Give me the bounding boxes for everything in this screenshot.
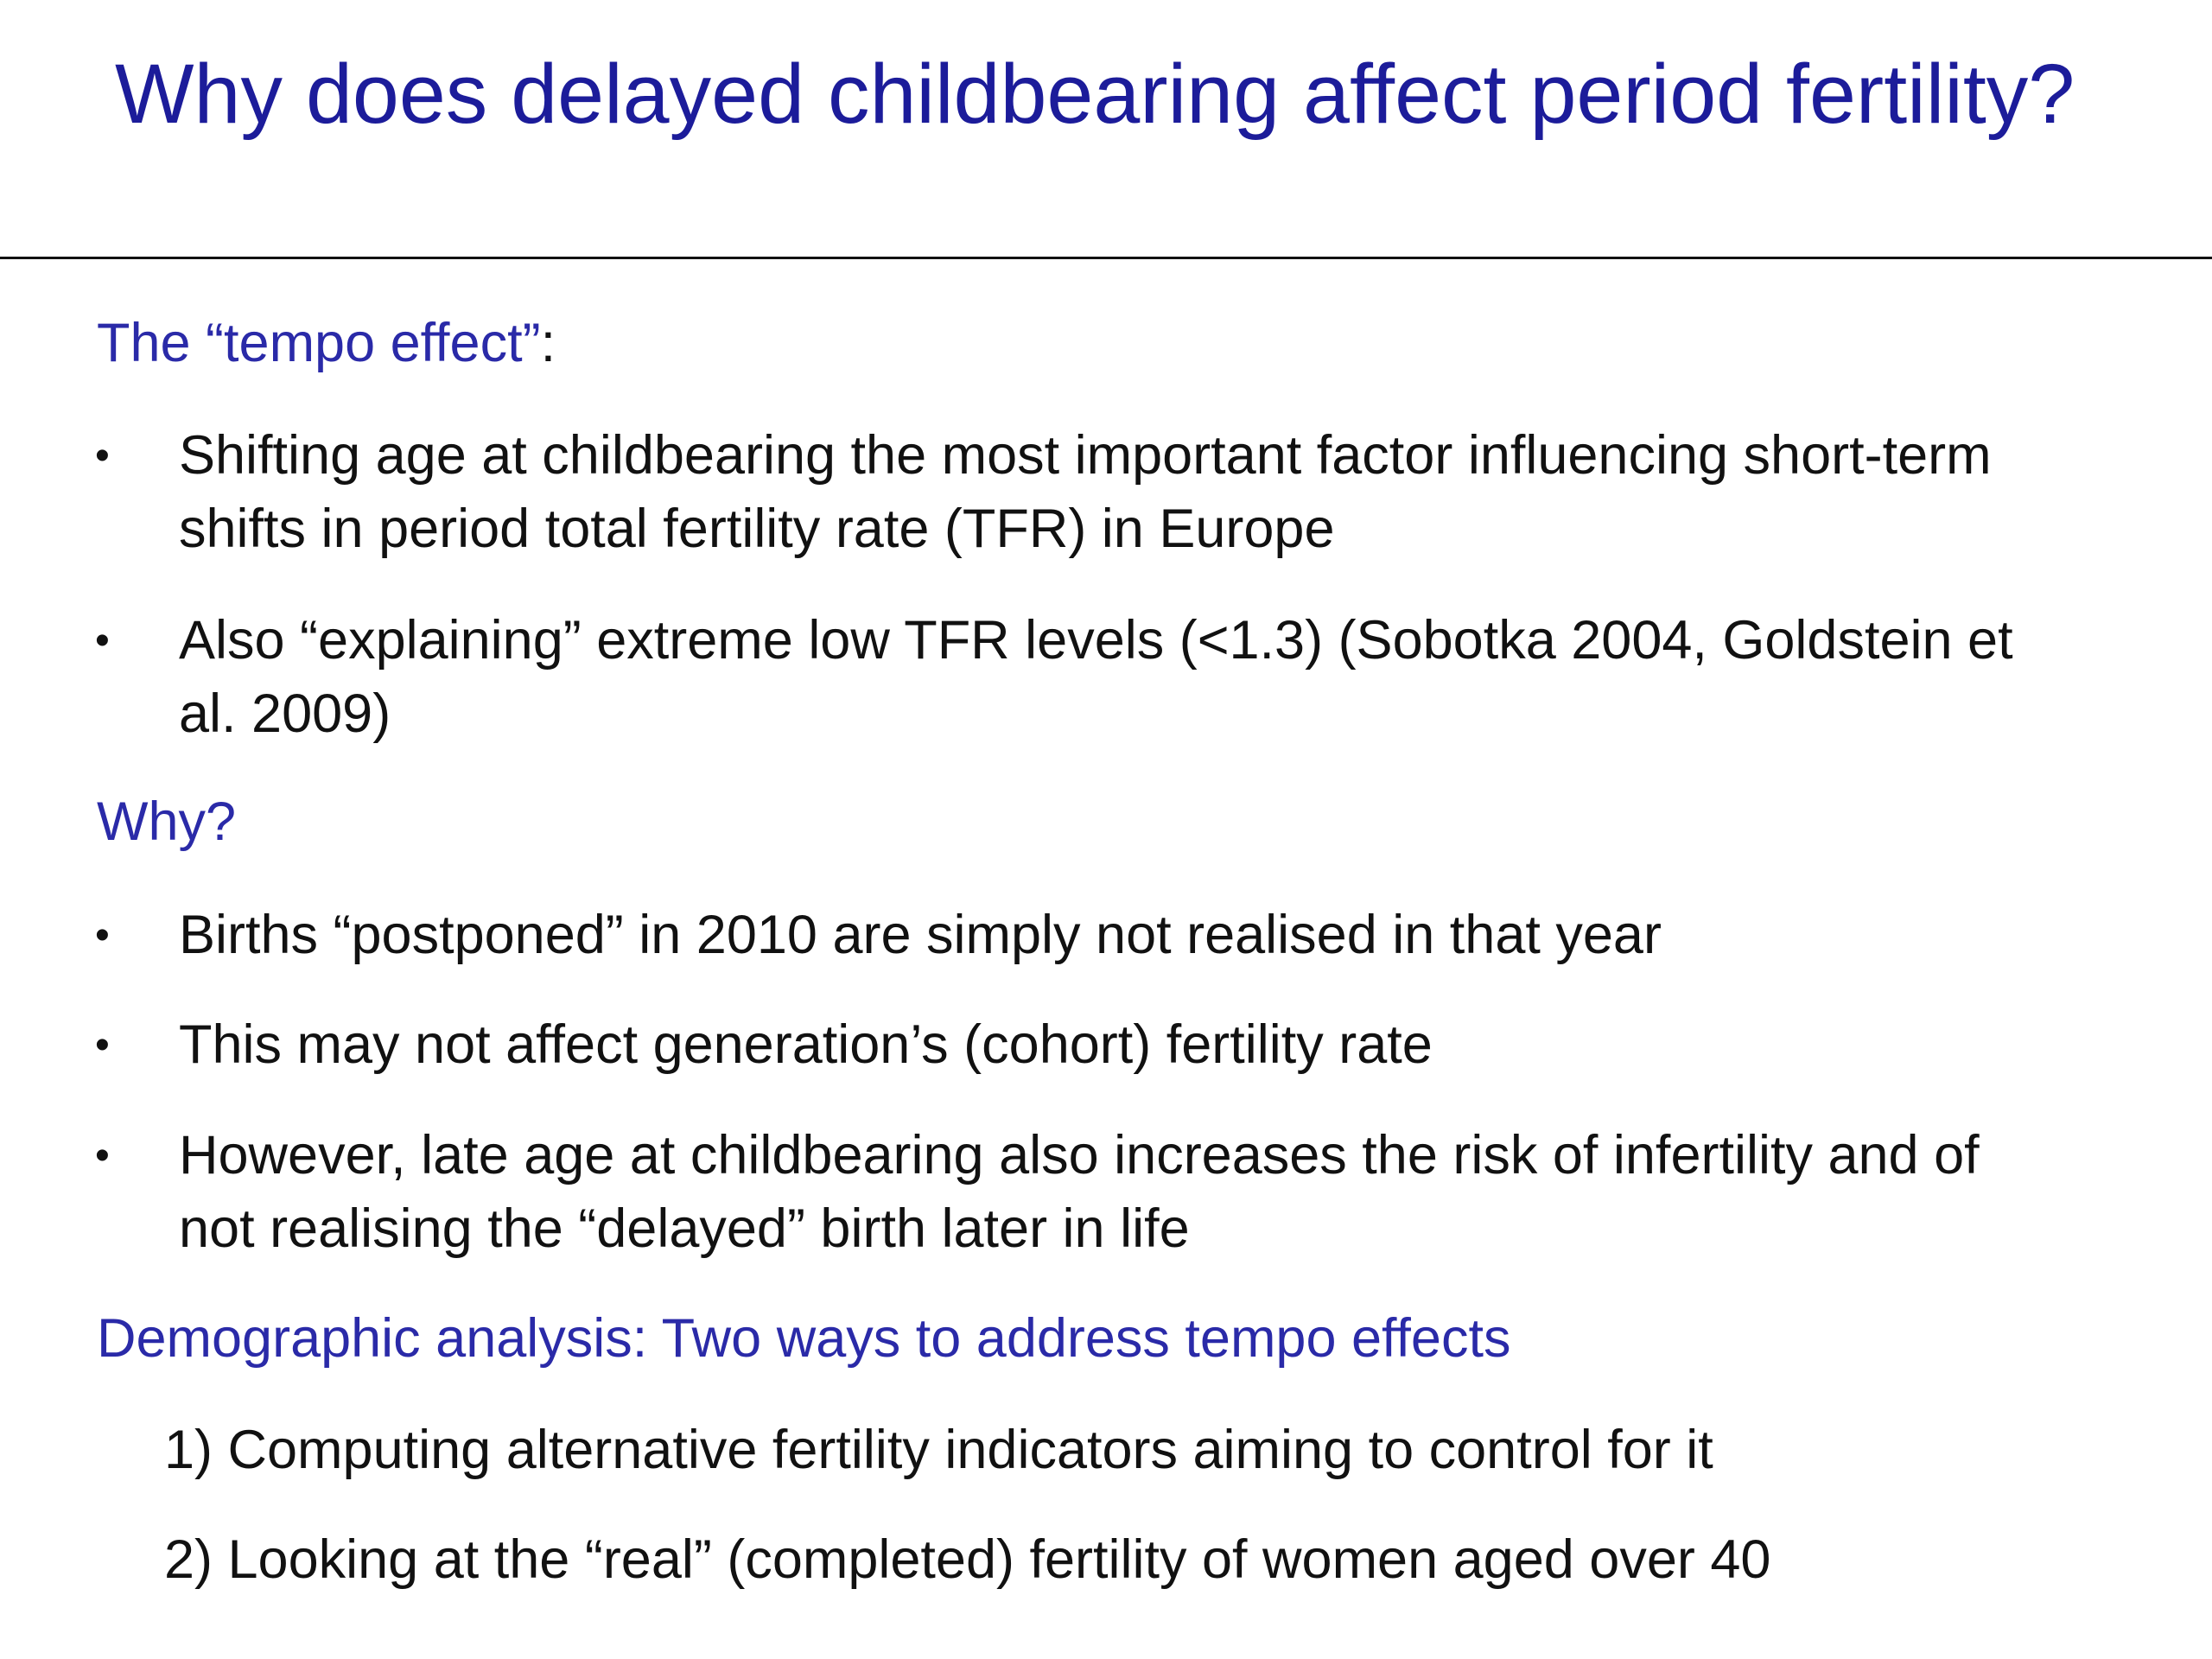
bullet-symbol: •: [95, 618, 110, 664]
bullet-item: • Also “explaining” extreme low TFR leve…: [95, 604, 2039, 751]
bullet-item: • Births “postponed” in 2010 are simply …: [95, 899, 2039, 972]
bullet-item: • Shifting age at childbearing the most …: [95, 419, 2039, 566]
slide-title: Why does delayed childbearing affect per…: [115, 47, 2075, 141]
bullet-item: • However, late age at childbearing also…: [95, 1119, 2039, 1266]
bullet-item: • This may not affect generation’s (coho…: [95, 1008, 2039, 1082]
bullet-text: However, late age at childbearing also i…: [179, 1125, 1980, 1259]
numbered-item: 1) Computing alternative fertility indic…: [164, 1420, 1713, 1480]
numbered-item: 2) Looking at the “real” (completed) fer…: [164, 1529, 1771, 1590]
section-heading-tempo-effect: The “tempo effect”:: [97, 308, 556, 378]
title-divider: [0, 257, 2212, 259]
bullet-symbol: •: [95, 433, 110, 479]
bullet-text: This may not affect generation’s (cohort…: [179, 1014, 1433, 1075]
bullet-symbol: •: [95, 912, 110, 958]
bullet-symbol: •: [95, 1133, 110, 1179]
bullet-text: Births “postponed” in 2010 are simply no…: [179, 905, 1662, 965]
bullet-symbol: •: [95, 1022, 110, 1068]
section-heading-why: Why?: [97, 791, 237, 852]
bullet-text: Also “explaining” extreme low TFR levels…: [179, 610, 2013, 744]
section-heading-demographic-analysis: Demographic analysis: Two ways to addres…: [97, 1308, 1511, 1369]
section-heading-text: The “tempo effect”: [97, 313, 541, 373]
bullet-text: Shifting age at childbearing the most im…: [179, 425, 1992, 559]
heading-colon: :: [540, 313, 556, 373]
